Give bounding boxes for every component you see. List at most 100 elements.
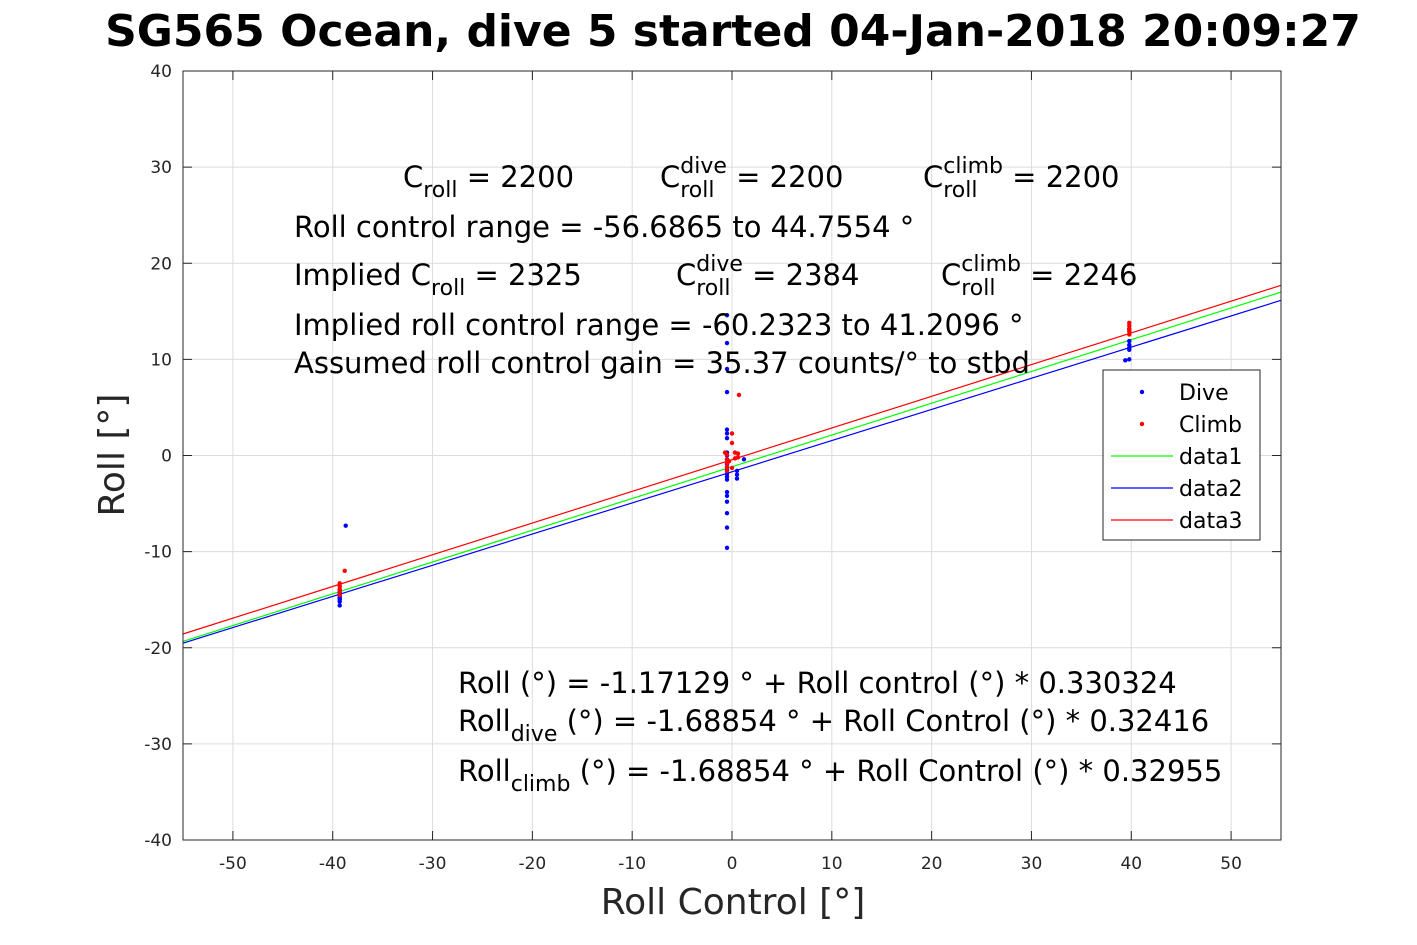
point-dive [724, 499, 730, 504]
point-dive [724, 435, 730, 441]
point-dive [734, 472, 740, 477]
annotation-eq2: Rolldive (°) = -1.68854 ° + Roll Control… [458, 704, 1209, 747]
x-tick-label: 40 [1120, 854, 1142, 874]
legend-label: data3 [1179, 509, 1243, 534]
x-tick-label: -10 [618, 854, 646, 874]
annotation-implied_range: Implied roll control range = -60.2323 to… [294, 308, 1024, 342]
series-line-data2 [182, 299, 1282, 644]
annotation-eq3: Rollclimb (°) = -1.68854 ° + Roll Contro… [458, 754, 1222, 797]
annotation-range: Roll control range = -56.6865 to 44.7554… [294, 210, 914, 244]
point-dive [1127, 342, 1132, 348]
point-dive [724, 427, 730, 432]
point-climb [729, 440, 735, 446]
annotation-sub: climb [511, 772, 571, 797]
y-tick-label: -20 [144, 639, 172, 659]
annotation-sub: roll [943, 178, 977, 203]
annotation-sup: dive [696, 252, 743, 277]
point-dive [337, 603, 342, 608]
annotation-gain: Assumed roll control gain = 35.37 counts… [294, 346, 1030, 380]
annotation-sub: roll [431, 276, 465, 301]
y-tick-label: 40 [150, 62, 172, 82]
annotation-base: C [923, 160, 943, 194]
point-climb [1127, 320, 1132, 326]
annotation-value: = 2200 [458, 160, 575, 194]
point-dive [1127, 357, 1132, 362]
point-dive [734, 468, 740, 474]
annotation-value: = 2325 [465, 258, 582, 292]
legend-marker [1139, 389, 1145, 395]
point-dive [724, 431, 730, 436]
annotation-sup: dive [680, 154, 727, 179]
annotation-value: = 2200 [1003, 160, 1120, 194]
chart-title: SG565 Ocean, dive 5 started 04-Jan-2018 … [105, 6, 1361, 57]
annotation-value: = 2384 [743, 258, 860, 292]
point-dive [724, 489, 730, 495]
annotation-sup: climb [961, 252, 1021, 277]
annotation-implied_c_dive: Cdive roll = 2384 [676, 252, 859, 301]
annotation-sub: roll [680, 178, 714, 203]
annotation-c_roll_dive: Cdive roll = 2200 [660, 154, 843, 203]
legend-label: Dive [1179, 381, 1229, 406]
y-tick-label: -30 [144, 735, 172, 755]
tick-labels: -50 -40 -30 -20 -10 0 10 20 30 40 50 -40 -30 -20 -10 0 1… [144, 62, 1281, 874]
point-dive [1123, 358, 1128, 363]
legend: Dive Climb data1 data2 data3 [1102, 369, 1261, 541]
point-dive [1127, 338, 1132, 344]
point-dive [724, 477, 730, 482]
annotation-c_roll_climb: Cclimb roll = 2200 [923, 154, 1120, 203]
point-dive [724, 493, 730, 499]
point-dive [724, 525, 730, 530]
legend-box [1102, 369, 1261, 541]
x-tick-label: 0 [727, 854, 738, 874]
annotation-base: Roll [458, 754, 511, 788]
annotation-eq1: Roll (°) = -1.17129 ° + Roll control (°)… [458, 666, 1177, 700]
x-tick-label: 10 [821, 854, 843, 874]
point-dive [337, 596, 342, 601]
x-tick-label: -20 [518, 854, 546, 874]
annotations: Croll = 2200 Cdive roll = 2200 Cclimb roll =… [294, 154, 1222, 797]
annotation-implied_c_roll: Implied Croll = 2325 [294, 258, 582, 301]
annotation-base: C [676, 258, 696, 292]
x-tick-label: 30 [1021, 854, 1043, 874]
data-points [337, 312, 1132, 608]
y-tick-label: -10 [144, 543, 172, 563]
point-dive [724, 389, 730, 395]
annotation-base: C [941, 258, 961, 292]
x-tick-label: -40 [319, 854, 347, 874]
point-climb [724, 468, 730, 474]
y-tick-label: 30 [150, 158, 172, 178]
point-climb [342, 568, 347, 574]
annotation-value: = 2246 [1021, 258, 1138, 292]
annotation-base: Roll [458, 704, 511, 738]
y-tick-label: 10 [150, 350, 172, 370]
y-tick-label: -40 [144, 831, 172, 851]
annotation-value: (°) = -1.68854 ° + Roll Control (°) * 0.… [570, 754, 1222, 788]
annotation-implied_c_climb: Cclimb roll = 2246 [941, 252, 1138, 301]
annotation-base: C [403, 160, 423, 194]
series-line-data3 [182, 284, 1282, 635]
point-dive [724, 366, 730, 372]
x-tick-label: 50 [1220, 854, 1242, 874]
y-tick-label: 0 [161, 447, 172, 467]
x-tick-label: -50 [219, 854, 247, 874]
annotation-c_roll: Croll = 2200 [403, 160, 574, 203]
x-tick-label: 20 [921, 854, 943, 874]
point-dive [724, 545, 730, 550]
point-climb [729, 465, 735, 471]
annotation-base: C [660, 160, 680, 194]
point-climb [1127, 327, 1132, 332]
x-tick-label: -30 [419, 854, 447, 874]
point-climb [736, 392, 742, 398]
point-climb [724, 452, 730, 457]
annotation-value: = 2200 [727, 160, 844, 194]
point-climb [735, 451, 741, 456]
point-dive [343, 523, 348, 528]
annotation-sub: roll [961, 276, 995, 301]
legend-label: Climb [1179, 413, 1242, 438]
x-axis-label: Roll Control [°] [601, 882, 866, 923]
point-dive [741, 457, 747, 462]
y-axis-label: Roll [°] [92, 394, 133, 517]
y-tick-label: 20 [150, 254, 172, 274]
legend-label: data1 [1179, 445, 1243, 470]
